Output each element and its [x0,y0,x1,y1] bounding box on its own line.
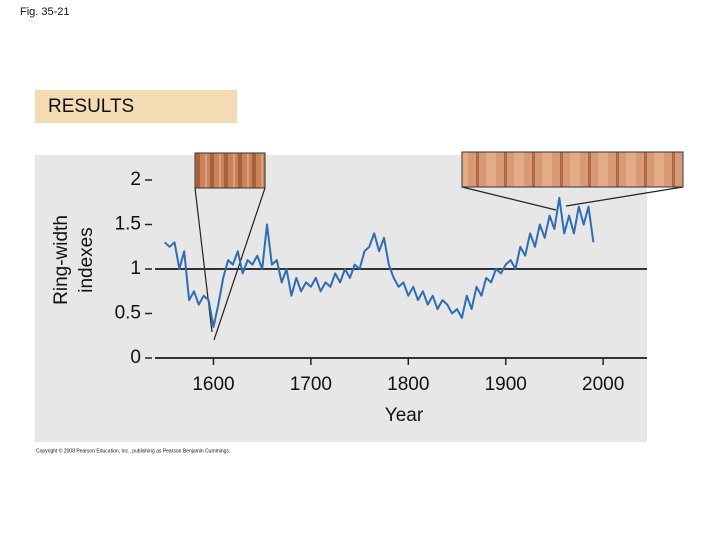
wood-sample [461,151,684,188]
y-label-line: Ring-width [51,215,72,305]
results-box [35,90,237,123]
x-label: Year [385,405,424,426]
x-tick-label: 1900 [485,374,527,395]
y-label-line: indexes [76,227,97,293]
plot: 0 0.5 1 1.5 2 1600 1700 1800 1900 2000 [115,160,647,395]
callout-line [213,187,266,341]
y-tick-label: 0 [130,347,141,368]
callout-line [565,186,684,207]
panel [35,155,647,442]
panel-label: RESULTS [48,96,134,117]
y-tick-label: 1 [130,258,141,279]
wood-sample [194,152,266,189]
x-tick-label: 2000 [582,374,624,395]
data-line [164,196,595,328]
y-label: Ring-width indexes [51,215,97,305]
x-tick-label: 1800 [387,374,429,395]
copyright: Copyright © 2008 Pearson Education, Inc.… [36,447,230,454]
y-tick-label: 0.5 [115,303,141,324]
figure-label: Fig. 35-21 [20,6,70,18]
y-tick-label: 1.5 [115,214,141,235]
x-tick-label: 1700 [290,374,332,395]
y-tick-label: 2 [130,169,141,190]
x-tick-label: 1600 [192,374,234,395]
callout-line [461,186,557,211]
